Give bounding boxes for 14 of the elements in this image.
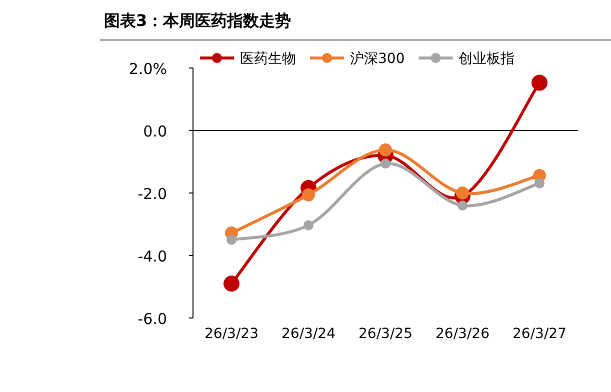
legend-label: 沪深300 — [350, 51, 405, 67]
x-tick-label: 26/3/26 — [436, 326, 490, 342]
y-tick-label: -2.0 — [138, 185, 167, 203]
y-tick-label: 2.0% — [128, 60, 167, 78]
x-tick-label: 26/3/25 — [358, 326, 412, 342]
y-tick-label: -4.0 — [138, 248, 167, 266]
x-tick-label: 26/3/23 — [204, 326, 258, 342]
x-tick-label: 26/3/27 — [512, 326, 566, 342]
legend-label: 创业板指 — [458, 51, 515, 67]
legend-label: 医药生物 — [240, 51, 296, 67]
y-tick-label: -6.0 — [138, 310, 167, 328]
y-tick-label: 0.0 — [143, 122, 167, 140]
x-tick-label: 26/3/24 — [282, 326, 336, 342]
chart-title: 图表3：本周医药指数走势 — [104, 11, 292, 30]
